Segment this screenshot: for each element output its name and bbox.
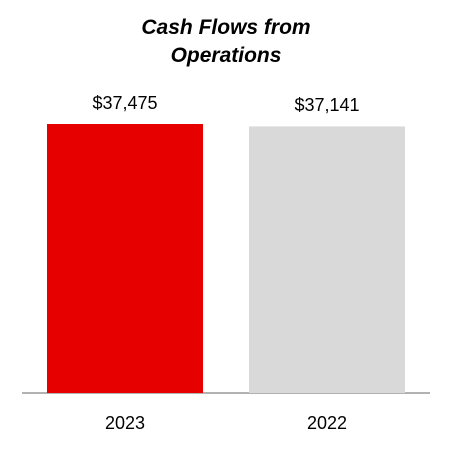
chart-title: Cash Flows from Operations: [141, 16, 311, 67]
value-label: $37,141: [294, 95, 359, 115]
bar: [47, 124, 203, 393]
value-label: $37,475: [92, 93, 157, 113]
x-tick-label: 2023: [105, 413, 145, 433]
bar: [249, 126, 405, 393]
x-tick-label: 2022: [307, 413, 347, 433]
